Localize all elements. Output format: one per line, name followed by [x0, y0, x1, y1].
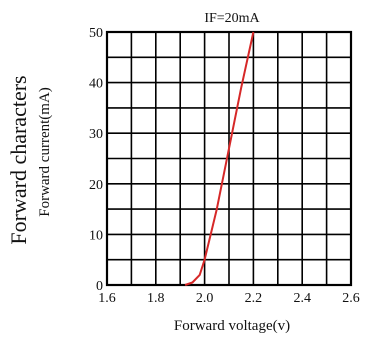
x-tick-label: 2.4 [293, 291, 311, 306]
x-tick-label: 1.6 [98, 291, 116, 306]
chart-title: Forward characters [6, 75, 31, 244]
y-tick-label: 0 [96, 279, 103, 294]
chart-annotation: IF=20mA [204, 11, 260, 26]
x-tick-label: 2.6 [342, 291, 360, 306]
tick-labels: 1.6 1.8 2.0 2.2 2.4 2.6 0 10 20 30 40 50 [89, 26, 360, 306]
y-tick-label: 40 [89, 77, 103, 92]
x-tick-label: 2.0 [196, 291, 214, 306]
y-tick-label: 20 [89, 178, 103, 193]
x-axis-label: Forward voltage(v) [174, 318, 290, 334]
x-tick-label: 1.8 [147, 291, 165, 306]
y-tick-label: 50 [89, 26, 103, 41]
grid [105, 30, 353, 287]
plot-border [105, 30, 353, 287]
series-line [184, 31, 255, 286]
y-tick-label: 10 [89, 228, 103, 243]
x-tick-label: 2.2 [245, 291, 263, 306]
y-axis-label: Forward current(mA) [37, 87, 53, 217]
y-tick-label: 30 [89, 127, 103, 142]
plot-area [184, 31, 255, 286]
